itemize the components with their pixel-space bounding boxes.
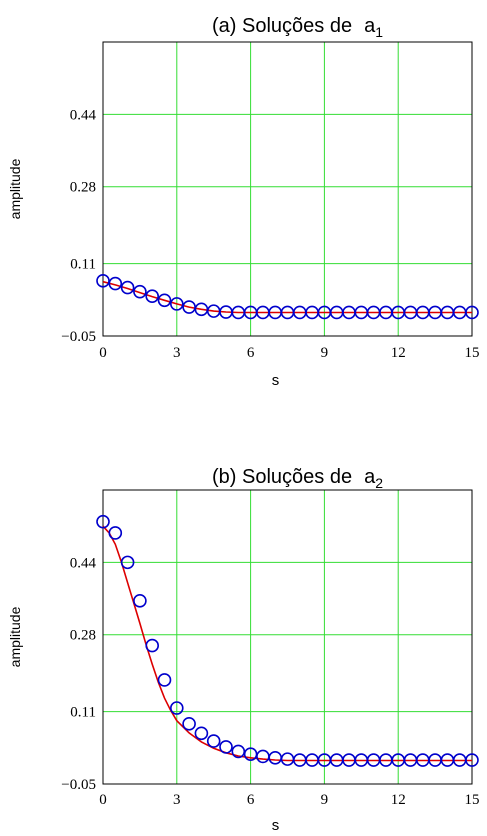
plot-frame [102, 489, 473, 785]
plot-frame [102, 41, 473, 337]
y-tick-label: 0.28 [70, 628, 96, 644]
chart-title-text: (b) Soluções de [212, 466, 352, 488]
y-tick-label: 0.44 [70, 555, 97, 571]
x-tick-label: 9 [321, 345, 329, 361]
data-point-marker [133, 594, 147, 608]
x-axis-label: s [272, 372, 280, 389]
y-tick-label: 0.11 [70, 705, 96, 721]
y-axis-label: amplitude [7, 606, 23, 667]
x-tick-label: 0 [99, 345, 107, 361]
y-axis-label: amplitude [7, 158, 23, 219]
y-tick-label: 0.28 [70, 180, 96, 196]
data-point-marker [120, 555, 135, 570]
series-line [102, 525, 472, 762]
data-point-marker [231, 744, 246, 759]
x-tick-label: 0 [99, 792, 107, 808]
x-tick-label: 3 [173, 345, 181, 361]
data-point-marker [157, 673, 172, 687]
x-tick-label: 6 [247, 792, 255, 808]
x-tick-label: 12 [391, 792, 406, 808]
data-point-marker [96, 274, 110, 288]
y-tick-label: 0.11 [70, 257, 96, 273]
data-point-marker [170, 297, 184, 311]
x-tick-label: 6 [247, 345, 255, 361]
data-point-marker [145, 289, 159, 303]
data-point-marker [96, 514, 110, 529]
data-point-marker [194, 726, 209, 741]
y-tick-label: −0.05 [61, 329, 96, 345]
data-point-marker [219, 740, 233, 754]
data-point-marker [145, 638, 159, 653]
data-point-marker [268, 750, 283, 765]
data-point-marker [280, 752, 295, 766]
x-tick-label: 15 [465, 792, 480, 808]
data-point-marker [108, 526, 123, 540]
data-point-marker [182, 717, 196, 731]
data-point-marker [465, 753, 479, 767]
data-point-marker [133, 284, 147, 299]
data-point-marker [206, 734, 221, 748]
data-point-marker [465, 305, 479, 320]
chart-title: (a) Soluções de a1 [212, 15, 383, 40]
chart-panel-2: 0 3 6 9 12 15 −0.05 0.11 0.28 0.44 s amplitude (b) S… [7, 466, 480, 834]
x-tick-label: 12 [391, 345, 406, 361]
x-tick-label: 15 [465, 345, 480, 361]
chart-panel-1: 0 3 6 9 12 15 −0.05 0.11 0.28 0.44 s amplitude (a) S… [7, 15, 480, 389]
y-tick-label: −0.05 [61, 777, 96, 793]
chart-title-text: (a) Soluções de [212, 15, 352, 37]
data-point-marker [256, 749, 270, 764]
data-point-marker [157, 293, 172, 308]
data-point-marker [108, 276, 123, 291]
chart-title-subscript: 1 [375, 24, 383, 40]
x-tick-label: 9 [321, 792, 329, 808]
chart-title: (b) Soluções de a2 [212, 466, 383, 491]
x-tick-label: 3 [173, 792, 181, 808]
series-line [102, 280, 472, 314]
chart-title-variable: a [364, 15, 376, 37]
x-axis-label: s [272, 817, 280, 834]
y-tick-label: 0.44 [70, 107, 97, 123]
chart-title-subscript: 2 [375, 475, 383, 491]
data-point-marker [120, 280, 135, 295]
data-point-marker [170, 701, 184, 715]
chart-title-variable: a [364, 466, 376, 488]
